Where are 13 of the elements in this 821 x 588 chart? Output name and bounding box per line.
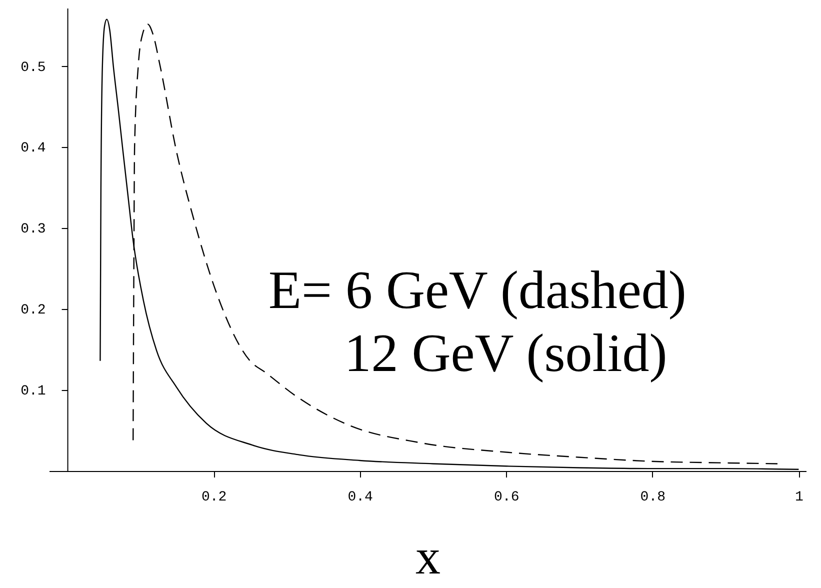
annotation: E= 6 GeV (dashed) — [268, 260, 686, 320]
x-tick-label: 1 — [794, 490, 804, 506]
x-axis-title: x — [416, 528, 440, 584]
y-tick-label: 0.2 — [20, 302, 46, 319]
annotation: 12 GeV (solid) — [344, 323, 668, 383]
x-tick-label: 0.8 — [640, 490, 666, 506]
x-tick-label: 0.2 — [201, 490, 227, 506]
x-tick-label: 0.4 — [348, 490, 373, 506]
y-tick-label: 0.4 — [20, 140, 46, 157]
y-tick-label: 0.5 — [20, 60, 46, 76]
y-tick-label: 0.1 — [20, 384, 46, 400]
x-tick-label: 0.6 — [494, 490, 520, 506]
y-tick-label: 0.3 — [20, 222, 46, 238]
